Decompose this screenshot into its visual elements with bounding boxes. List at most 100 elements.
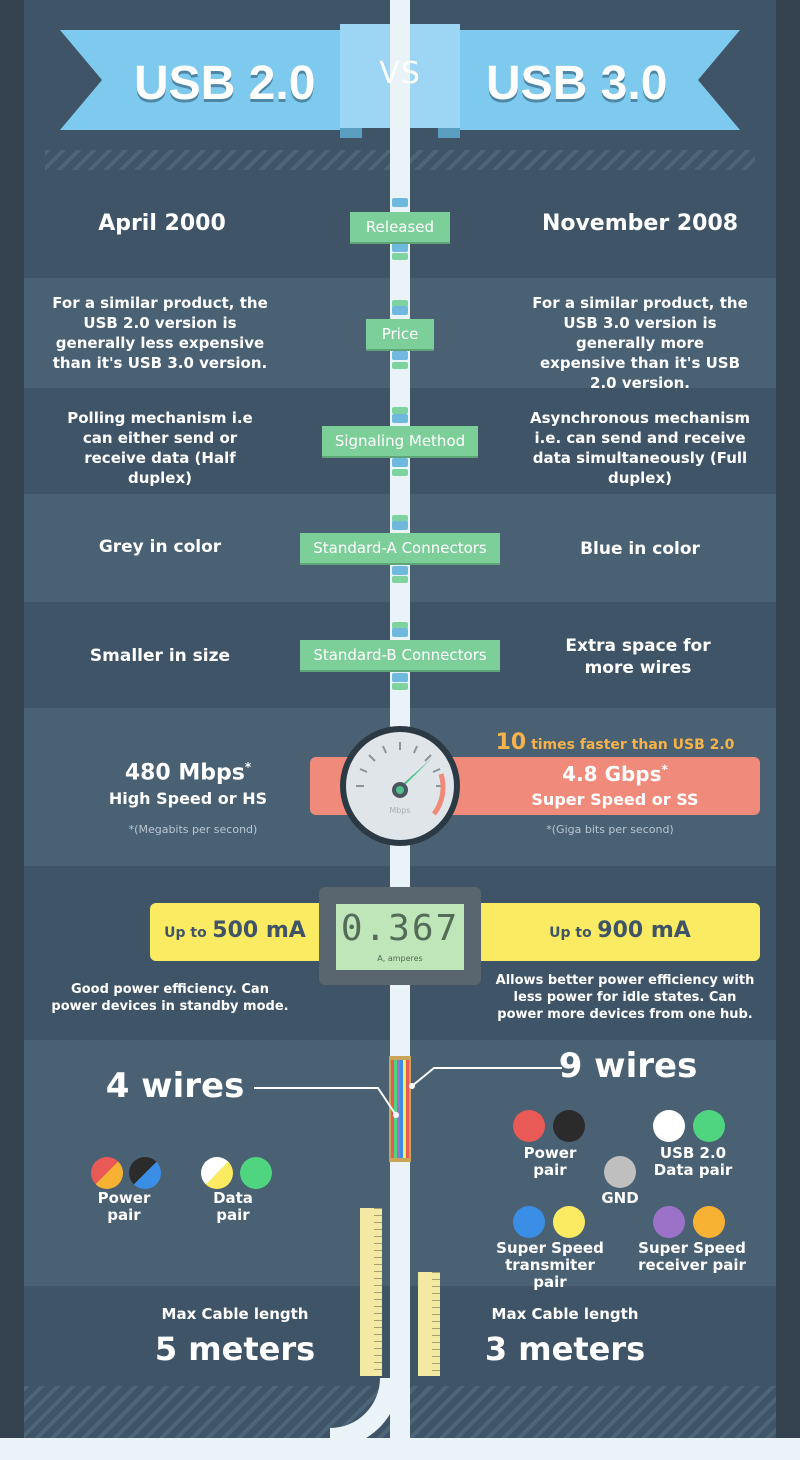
ribbon-usb3 <box>440 30 740 130</box>
usb2-speed-star: * <box>244 760 252 774</box>
vs-text: VS <box>379 56 421 91</box>
ammeter-unit: A, amperes <box>377 954 423 963</box>
ribbon-fold-left <box>340 126 362 138</box>
wire-strand <box>400 1060 403 1158</box>
cable-clip <box>392 521 408 530</box>
cable-clip <box>392 253 408 260</box>
usb2-power-dot-1 <box>91 1157 123 1189</box>
wire-pointers <box>254 1067 562 1118</box>
usb2-released: April 2000 <box>98 211 226 236</box>
usb3-gnd-label: GND <box>601 1189 639 1207</box>
usb3-power-dot-2 <box>553 1110 585 1142</box>
usb3-standard-a: Blue in color <box>580 539 700 559</box>
usb3-cable-label: Max Cable length <box>491 1305 639 1323</box>
cable-clip <box>392 469 408 476</box>
wire-strand <box>406 1060 409 1158</box>
usb3-power-bar <box>470 903 760 961</box>
usb3-speed-name: Super Speed or SS <box>531 790 699 809</box>
usb3-data-dot-1 <box>653 1110 685 1142</box>
usb2-title: USB 2.0 <box>134 57 316 110</box>
ruler-usb3 <box>418 1272 440 1376</box>
usb3-speed-star: * <box>661 762 668 777</box>
usb3-power-prefix: Up to <box>549 925 592 941</box>
wire-strand <box>394 1060 397 1158</box>
label-released: Released <box>350 212 450 242</box>
cable-clip <box>392 351 408 360</box>
usb3-power-value: Up to 900 mA <box>490 918 750 943</box>
usb2-power-desc: Good power efficiency. Can power devices… <box>51 982 289 1014</box>
usb3-wire-count: 9 wires <box>558 1046 698 1086</box>
usb2-data-pair-label: Data pair <box>213 1189 253 1224</box>
label-price: Price <box>366 319 434 349</box>
gauge-hub-center <box>396 786 404 794</box>
cable-clip <box>392 306 408 315</box>
usb2-cable-label: Max Cable length <box>161 1305 309 1323</box>
usb2-power-pair-label: Power pair <box>97 1189 151 1224</box>
usb3-price: For a similar product, the USB 3.0 versi… <box>532 294 748 392</box>
usb3-cable-length: 3 meters <box>484 1330 646 1368</box>
gauge-redline <box>431 773 446 816</box>
usb2-standard-b: Smaller in size <box>89 646 231 666</box>
pointer-4-wires <box>254 1087 397 1116</box>
usb2-standard-a: Grey in color <box>98 537 222 557</box>
usb3-signaling: Asynchronous mechanism i.e. can send and… <box>530 409 750 487</box>
usb3-rx-pair-label: Super Speed receiver pair <box>638 1239 746 1274</box>
usb3-data-dot-2 <box>693 1110 725 1142</box>
ribbon-usb2 <box>60 30 360 130</box>
pointer-dot-9-wires <box>409 1083 415 1089</box>
usb2-cable-length: 5 meters <box>154 1330 316 1368</box>
cable-clip <box>392 622 408 629</box>
usb2-signaling: Polling mechanism i.e can either send or… <box>67 409 253 487</box>
usb3-data-pair-label: USB 2.0 Data pair <box>653 1144 733 1179</box>
label-standard-a: Standard-A Connectors <box>300 533 500 563</box>
usb2-speed-name: High Speed or HS <box>108 789 268 808</box>
cable-base <box>0 1438 800 1460</box>
pointer-dot-4-wires <box>393 1112 399 1118</box>
ammeter-reading: 0.367 <box>340 908 460 949</box>
cable-clip <box>392 628 408 637</box>
usb3-tx-dot-2 <box>553 1206 585 1238</box>
usb2-power-prefix: Up to <box>164 925 207 941</box>
cable-clip <box>392 407 408 414</box>
usb2-power-number: 500 mA <box>212 918 306 943</box>
usb2-power-dot-2 <box>129 1157 161 1189</box>
wire-strand <box>403 1060 406 1158</box>
usb3-power-pair-label: Power pair <box>523 1144 577 1179</box>
cable-clip <box>392 300 408 307</box>
gauge-unit: Mbps <box>389 806 411 815</box>
faster-text: times faster than USB 2.0 <box>531 737 735 753</box>
usb3-released: November 2008 <box>541 211 739 236</box>
wire-strand <box>397 1060 400 1158</box>
cable-clip <box>392 576 408 583</box>
faster-callout: 10 times faster than USB 2.0 <box>470 730 760 755</box>
usb2-power-value: Up to 500 mA <box>150 918 320 943</box>
usb3-speed-number: 4.8 Gbps <box>562 762 662 786</box>
usb3-power-desc: Allows better power efficiency with less… <box>495 973 755 1022</box>
ruler-usb2 <box>360 1208 382 1376</box>
pointer-9-wires <box>411 1067 562 1087</box>
usb2-data-dot-1 <box>201 1157 233 1189</box>
usb2-price: For a similar product, the USB 2.0 versi… <box>52 294 268 372</box>
cable-clip <box>392 243 408 252</box>
gauge-needle <box>396 758 432 790</box>
gauge-dial <box>356 742 446 816</box>
label-standard-b: Standard-B Connectors <box>300 640 500 670</box>
cable-clip <box>392 566 408 575</box>
usb3-title: USB 3.0 <box>486 57 668 110</box>
ammeter-screen <box>336 904 464 970</box>
cable-clip <box>392 198 408 207</box>
usb2-speed-note: *(Megabits per second) <box>128 823 258 836</box>
faster-number: 10 <box>495 730 527 755</box>
cable-clip <box>392 362 408 369</box>
usb2-speed-number: 480 Mbps <box>124 760 245 786</box>
usb3-speed-note: *(Giga bits per second) <box>546 823 674 836</box>
usb3-speed-value: 4.8 Gbps* <box>470 762 760 786</box>
usb3-rx-dot-2 <box>693 1206 725 1238</box>
usb2-power-bar <box>150 903 330 961</box>
cable-clip <box>392 673 408 682</box>
usb3-tx-pair-label: Super Speed transmiter pair <box>496 1239 604 1291</box>
gauge-ticks <box>356 742 444 787</box>
usb3-rx-dot-1 <box>653 1206 685 1238</box>
usb3-gnd-dot <box>604 1156 636 1188</box>
